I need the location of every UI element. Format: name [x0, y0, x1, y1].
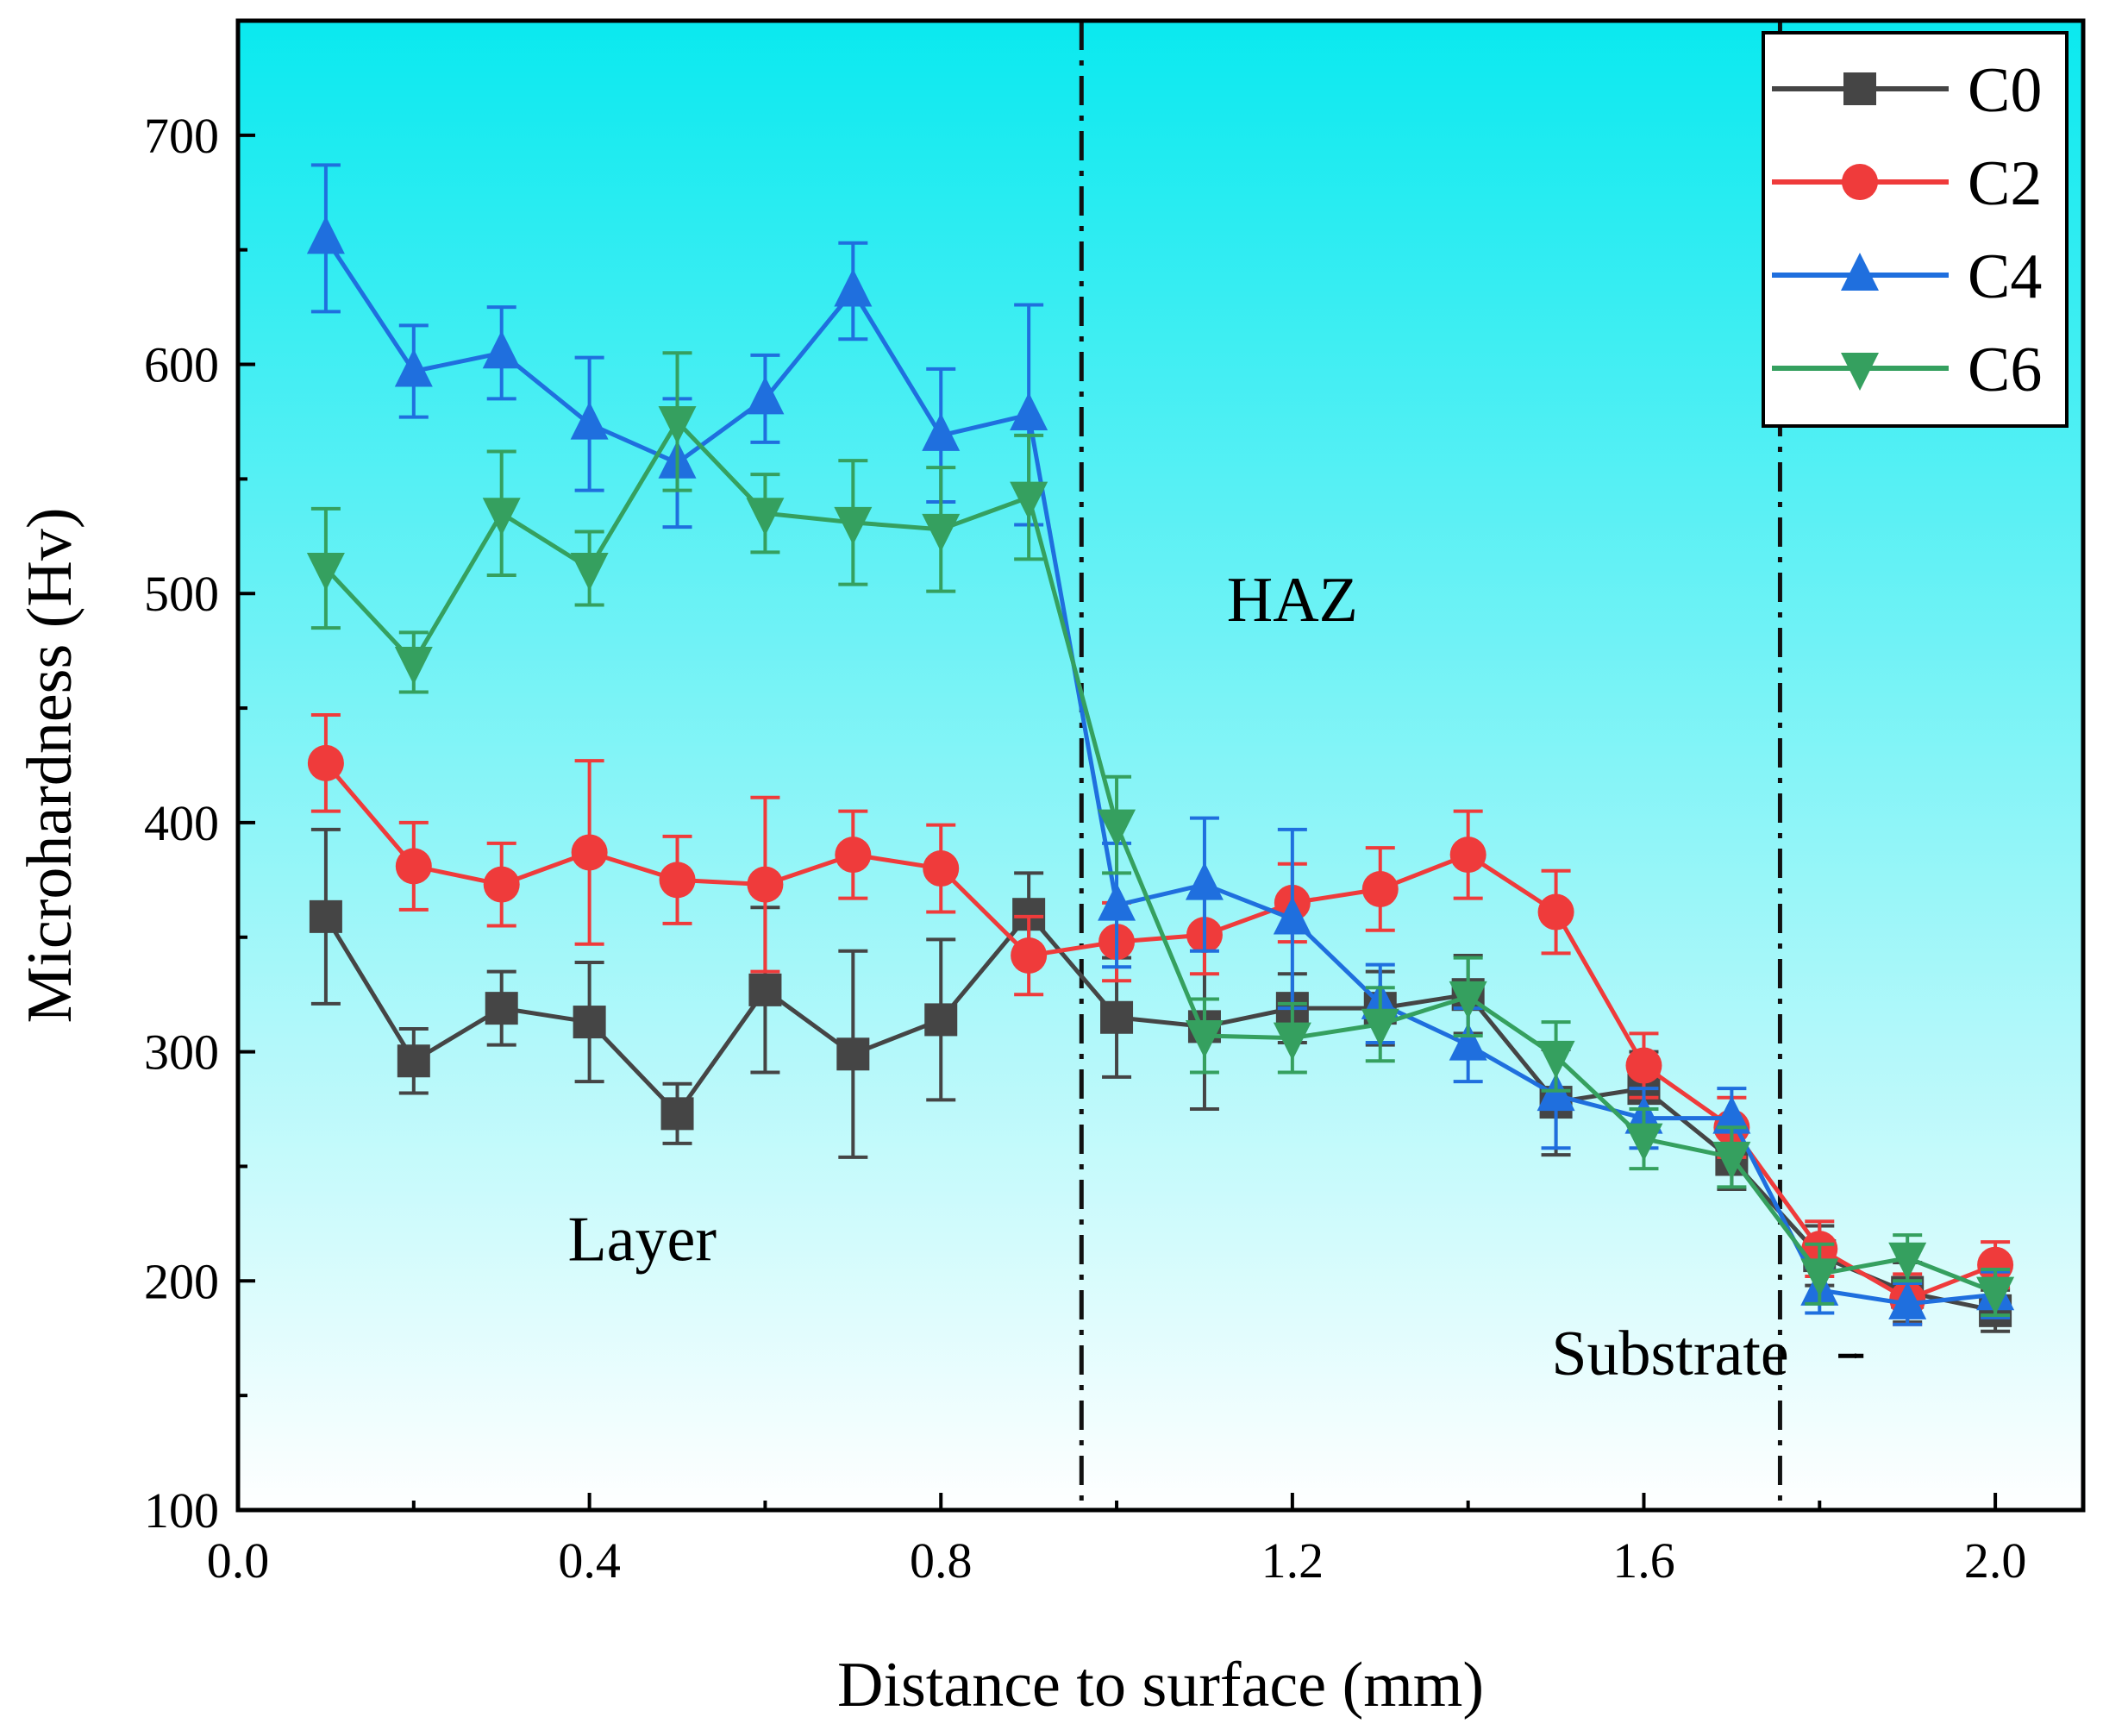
legend-label-C2: C2: [1968, 148, 2042, 219]
point-C2-0: [307, 744, 344, 781]
series-group: [306, 163, 2015, 1333]
point-C4-11: [1273, 896, 1311, 935]
x-tick-label-1: 0.4: [558, 1532, 621, 1589]
x-tick-label-3: 1.2: [1261, 1532, 1324, 1589]
series-C6: [306, 351, 2015, 1318]
legend-marker-C0: [1843, 72, 1876, 105]
x-tick-label-2: 0.8: [910, 1532, 973, 1589]
y-tick-label-6: 700: [144, 108, 219, 164]
point-C4-6: [834, 268, 873, 307]
point-C2-7: [923, 850, 960, 887]
point-C4-8: [1010, 392, 1048, 430]
annotation-haz-label: HAZ: [1227, 565, 1358, 636]
point-C0-3: [573, 1006, 606, 1039]
point-C0-7: [924, 1003, 958, 1037]
axes: 0.0 0.4 0.8 1.2 1.6 2.0 100 200 300 400 500 600 700 D…: [15, 18, 2086, 1720]
point-C4-3: [570, 401, 609, 440]
legend-entry-C4: C4: [1772, 241, 2042, 312]
point-C0-4: [660, 1097, 694, 1131]
point-C4-7: [922, 412, 961, 451]
y-tick-label-1: 200: [144, 1253, 219, 1309]
point-C4-1: [394, 348, 433, 387]
x-tick-label-4: 1.6: [1612, 1532, 1675, 1589]
point-C2-14: [1537, 893, 1574, 931]
point-C6-13: [1449, 981, 1487, 1019]
point-C6-6: [834, 506, 873, 545]
y-tick-label-4: 500: [144, 566, 219, 622]
annotation-substrate-label: Substrate: [1551, 1319, 1788, 1389]
point-C2-12: [1361, 870, 1399, 907]
point-C2-6: [835, 837, 872, 874]
series-line-C4: [323, 237, 1996, 1307]
point-C2-5: [747, 866, 784, 903]
legend-box: [1762, 31, 2069, 428]
legend-label-C0: C0: [1968, 55, 2042, 126]
x-tick-label-5: 2.0: [1964, 1532, 2027, 1589]
point-C4-18: [1888, 1281, 1927, 1319]
y-tick-label-0: 100: [144, 1482, 219, 1539]
point-C4-10: [1185, 862, 1224, 900]
point-C6-15: [1624, 1123, 1663, 1162]
point-C6-1: [394, 646, 433, 685]
point-C6-14: [1537, 1040, 1575, 1079]
legend-label-C6: C6: [1968, 335, 2042, 405]
y-tick-label-5: 600: [144, 337, 219, 393]
point-C6-11: [1273, 1022, 1311, 1061]
annotations: Layer HAZ Substrate: [567, 565, 1864, 1389]
point-C0-6: [836, 1037, 870, 1071]
point-C2-13: [1449, 837, 1486, 874]
series-line-C6: [324, 419, 1997, 1294]
point-C6-7: [922, 513, 961, 552]
legend-marker-C4: [1841, 253, 1879, 291]
point-C2-8: [1011, 937, 1048, 975]
point-C2-4: [659, 862, 696, 899]
legend-label-C4: C4: [1968, 241, 2042, 312]
point-C6-19: [1976, 1276, 2015, 1315]
point-C6-10: [1185, 1020, 1224, 1059]
point-C2-19: [1977, 1246, 2014, 1283]
point-C4-5: [746, 376, 785, 415]
point-C6-3: [570, 553, 609, 592]
point-C2-1: [395, 848, 432, 885]
plot-frame: [235, 18, 2086, 1513]
point-C6-17: [1800, 1258, 1839, 1297]
point-C2-3: [571, 834, 608, 871]
point-C6-4: [658, 405, 697, 444]
x-axis-title: Distance to surface (mm): [837, 1650, 1484, 1720]
point-C6-8: [1010, 481, 1048, 520]
y-axis-title: Microhardness (Hv): [15, 508, 85, 1024]
legend-entry-C6: C6: [1772, 335, 2042, 405]
point-C4-2: [482, 330, 521, 369]
annotation-layer-label: Layer: [567, 1204, 717, 1275]
point-C6-18: [1888, 1242, 1927, 1281]
point-C6-2: [482, 498, 521, 536]
point-C6-16: [1712, 1141, 1751, 1180]
y-tick-label-2: 300: [144, 1025, 219, 1081]
point-C6-9: [1098, 809, 1136, 848]
point-C6-5: [746, 498, 785, 536]
point-C2-15: [1625, 1047, 1662, 1084]
legend-entry-C2: C2: [1772, 148, 2042, 219]
point-C0-5: [748, 973, 782, 1006]
point-C6-0: [306, 553, 345, 592]
point-C0-0: [309, 899, 342, 933]
point-C4-0: [306, 216, 345, 254]
point-C4-13: [1449, 1022, 1487, 1061]
x-tick-label-0: 0.0: [207, 1532, 270, 1589]
point-C6-12: [1361, 1008, 1399, 1047]
series-C2: [307, 713, 2014, 1326]
point-C4-9: [1098, 882, 1136, 921]
legend-marker-C2: [1842, 164, 1878, 200]
point-C0-2: [485, 992, 518, 1025]
y-tick-label-3: 400: [144, 795, 219, 851]
point-C0-1: [397, 1044, 430, 1078]
point-C4-16: [1712, 1095, 1751, 1134]
legend-marker-C6: [1841, 353, 1879, 391]
legend: C0 C2 C4 C6: [1762, 31, 2069, 428]
point-C0-9: [1100, 1000, 1134, 1034]
point-C2-2: [483, 866, 520, 903]
legend-entry-C0: C0: [1772, 55, 2042, 126]
